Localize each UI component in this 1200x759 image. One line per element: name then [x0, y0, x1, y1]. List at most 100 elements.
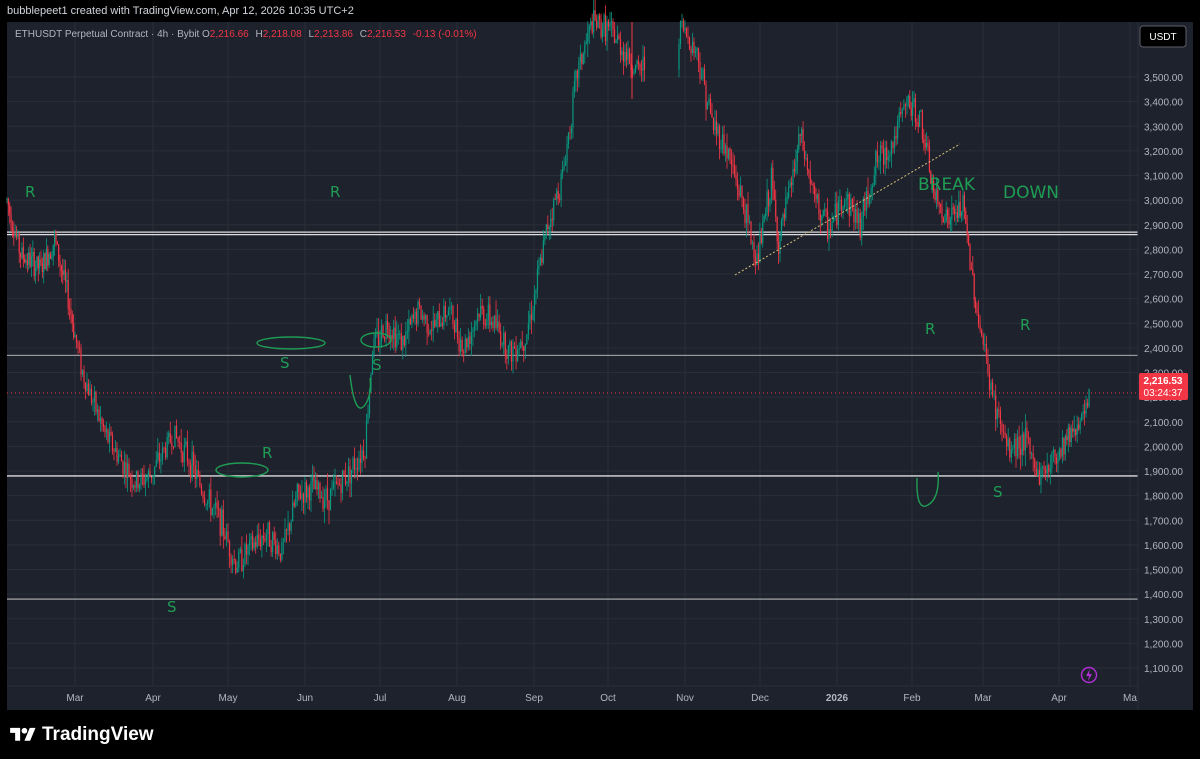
candle-body: [478, 314, 480, 318]
candle-body: [204, 498, 206, 505]
candle-body: [916, 122, 918, 124]
candle-body: [501, 344, 503, 346]
candle-body: [396, 333, 398, 348]
candle-body: [723, 134, 725, 154]
candle-body: [779, 236, 781, 254]
candle-body: [256, 534, 258, 547]
candle-body: [526, 334, 528, 344]
candle-body: [313, 476, 315, 490]
candle-body: [247, 545, 249, 555]
lightning-icon[interactable]: [1080, 666, 1098, 684]
chart-frame[interactable]: [7, 22, 1193, 710]
candle-body: [296, 483, 298, 498]
candle-body: [1049, 468, 1051, 472]
candle-body: [1063, 437, 1065, 455]
candle-body: [1009, 439, 1011, 458]
support-ellipse: [360, 332, 392, 348]
time-tick-label: May: [219, 693, 238, 704]
candle-body: [464, 338, 466, 353]
candle-body: [150, 476, 153, 479]
price-tick-label: 1,300.00: [1144, 615, 1183, 626]
candle-body: [694, 51, 697, 54]
candle-body: [149, 471, 151, 477]
candle-body: [14, 233, 16, 237]
candle-body: [105, 429, 108, 433]
candle-body: [486, 319, 488, 326]
candle-body: [937, 189, 939, 203]
candle-body: [406, 331, 408, 333]
candle-body: [116, 447, 118, 463]
candle-body: [1048, 465, 1050, 472]
candle-body: [581, 53, 583, 65]
candle-body: [972, 269, 974, 275]
candle-body: [750, 221, 752, 244]
time-tick-label: Apr: [1051, 693, 1067, 704]
candle-body: [612, 21, 614, 30]
candle-body: [845, 198, 847, 202]
candle-body: [636, 60, 638, 66]
candle-body: [973, 274, 975, 301]
candle-body: [587, 32, 589, 42]
time-tick-label: 2026: [826, 693, 849, 704]
candle-body: [998, 409, 1000, 411]
candle-body: [760, 234, 762, 243]
price-tick-label: 1,800.00: [1144, 492, 1183, 503]
candle-body: [408, 319, 410, 332]
candle-body: [180, 442, 182, 453]
candle-body: [279, 553, 281, 560]
candle-body: [1078, 424, 1080, 430]
candle-body: [613, 29, 616, 44]
candle-body: [341, 470, 344, 494]
currency-badge[interactable]: USDT: [1139, 25, 1187, 48]
candle-body: [988, 373, 991, 391]
candle-body: [696, 48, 698, 52]
candle-body: [114, 447, 117, 452]
candle-body: [773, 189, 775, 200]
candle-body: [1061, 437, 1063, 457]
candle-body: [862, 198, 864, 219]
candle-body: [898, 112, 900, 122]
candle-body: [110, 431, 112, 436]
candle-body: [699, 61, 701, 79]
candle-body: [219, 509, 221, 536]
candle-body: [748, 221, 751, 223]
support-label: S: [280, 354, 290, 372]
candle-body: [432, 320, 434, 331]
candle-body: [356, 468, 359, 470]
candle-body: [317, 482, 320, 490]
candle-body: [1016, 436, 1019, 457]
candle-body: [174, 425, 176, 448]
brand-name: TradingView: [42, 724, 154, 745]
candle-body: [160, 458, 162, 462]
candle-body: [90, 388, 93, 403]
candle-body: [171, 442, 173, 447]
candle-body: [798, 134, 800, 150]
candle-body: [766, 191, 768, 214]
candle-body: [961, 211, 963, 216]
candle-body: [604, 14, 607, 42]
candle-body: [147, 471, 150, 478]
candle-body: [140, 473, 142, 485]
candle-body: [517, 349, 519, 361]
candle-body: [576, 70, 578, 79]
candle-body: [691, 41, 694, 54]
tradingview-brand[interactable]: TradingView: [10, 724, 154, 746]
candle-body: [739, 186, 742, 197]
candle-body: [959, 201, 961, 216]
candle-body: [987, 357, 989, 374]
candle-body: [125, 462, 127, 479]
candle-body: [36, 256, 38, 268]
candle-body: [815, 194, 817, 200]
candle-body: [780, 220, 783, 237]
candle-body: [26, 259, 28, 265]
candle-body: [28, 252, 30, 265]
candle-body: [709, 98, 712, 113]
candle-body: [307, 487, 309, 498]
candle-body: [1088, 388, 1090, 407]
price-tick-label: 1,600.00: [1144, 541, 1183, 552]
candle-body: [62, 271, 64, 276]
candle-body: [1040, 467, 1042, 485]
candle-body: [343, 470, 345, 477]
candle-body: [588, 25, 590, 33]
